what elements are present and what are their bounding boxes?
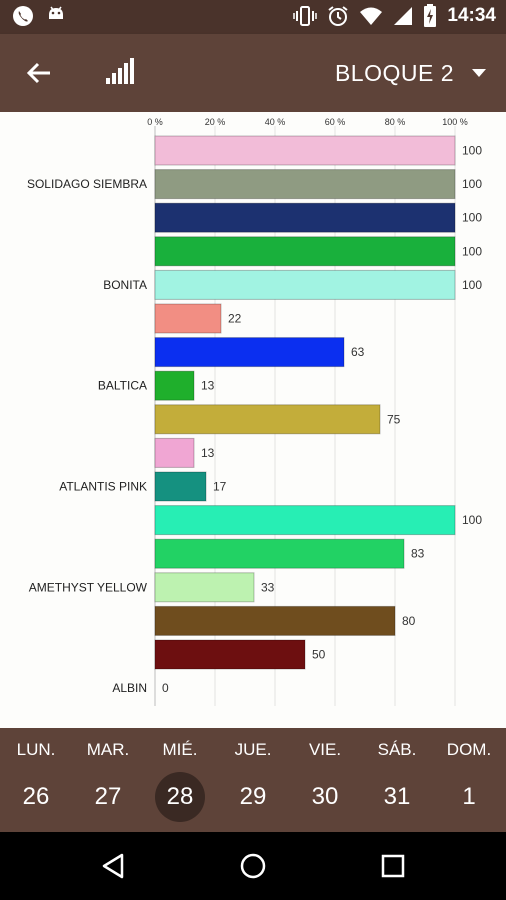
bar [154,404,381,435]
day-number: 29 [239,783,267,810]
alarm-icon [328,6,348,26]
day-friday[interactable]: VIE. 30 [289,728,361,832]
bar-value-label: 22 [228,312,242,326]
bar [154,572,255,603]
day-number-selected: 28 [155,772,205,822]
day-sunday[interactable]: DOM. 1 [433,728,505,832]
nav-home-button[interactable] [233,846,273,886]
x-tick-label: 100 % [442,117,468,127]
x-tick-label: 80 % [385,117,406,127]
back-button[interactable] [22,58,56,88]
day-name: VIE. [308,740,342,759]
day-number: 31 [383,783,411,810]
battery-charging-icon [424,4,437,27]
day-tuesday[interactable]: MAR. 27 [72,728,144,832]
chart-svg: 0 % 20 % 40 % 60 % 80 % 100 % 100 100 100 100 100 2… [27,117,482,706]
bar-value-label: 50 [312,648,326,662]
day-name: LUN. [16,740,56,759]
category-label: BONITA [103,278,147,292]
bar-value-label: 100 [462,144,482,158]
wifi-icon [360,7,383,25]
bar [154,605,396,636]
bar [154,303,222,334]
day-monday[interactable]: LUN. 26 [0,728,72,832]
bar-value-label: 100 [462,211,482,225]
phone-icon [13,6,33,26]
bar [154,202,456,233]
day-saturday[interactable]: SÁB. 31 [361,728,433,832]
category-label: ATLANTIS PINK [59,480,147,494]
status-bar: 14:34 [0,0,506,34]
bar-value-label: 0 [162,681,169,695]
day-wednesday[interactable]: MIÉ. 28 [144,728,216,832]
x-tick-label: 40 % [265,117,286,127]
bar [154,370,195,401]
day-number: 26 [22,783,50,810]
android-icon [49,6,63,19]
block-label: BLOQUE 2 [334,59,454,86]
nav-back-button[interactable] [93,846,133,886]
day-name: MAR. [86,740,130,759]
app-bar: BLOQUE 2 [0,34,506,112]
category-label: SOLIDAGO SIEMBRA [27,177,147,191]
day-name: MIÉ. [162,740,198,759]
x-tick-label: 60 % [325,117,346,127]
day-name: SÁB. [377,740,417,759]
category-label: BALTICA [98,379,147,393]
bar [154,169,456,200]
bar-value-label: 75 [387,412,401,426]
bar-value-label: 100 [462,513,482,527]
nav-back-icon [102,853,124,879]
day-name: JUE. [234,740,272,759]
bar-value-label: 63 [351,345,365,359]
bar [154,505,456,536]
day-number: 27 [94,783,122,810]
bar-value-label: 83 [411,547,425,561]
bar-value-label: 100 [462,278,482,292]
bar [154,437,195,468]
navigation-bar [0,832,506,900]
nav-home-icon [240,853,266,879]
bar [154,471,207,502]
stats-button[interactable] [104,56,138,88]
nav-recents-button[interactable] [373,846,413,886]
x-tick-label: 20 % [205,117,226,127]
bar-chart: 0 % 20 % 40 % 60 % 80 % 100 % 100 100 100 100 100 2… [0,112,506,728]
x-tick-label: 0 % [147,117,163,127]
block-selector[interactable]: BLOQUE 2 [335,56,486,90]
cell-signal-icon [394,7,413,25]
category-label: ALBIN [112,681,147,695]
bar-value-label: 13 [201,379,215,393]
day-number: 1 [462,783,476,810]
bar [154,639,306,670]
bar-value-label: 100 [462,244,482,258]
day-number: 30 [311,783,339,810]
arrow-back-icon [26,62,50,84]
bar-value-label: 80 [402,614,416,628]
bar [154,269,456,300]
bar-value-label: 33 [261,580,275,594]
day-thursday[interactable]: JUE. 29 [217,728,289,832]
bar-value-label: 17 [213,480,227,494]
bar [154,236,456,267]
vibrate-icon [293,6,318,26]
bar [154,538,405,569]
day-name: DOM. [446,740,492,759]
week-calendar: LUN. 26 MAR. 27 MIÉ. 28 JUE. 29 VIE. 30 … [0,728,506,832]
bar-value-label: 100 [462,177,482,191]
status-time: 14:34 [447,5,496,26]
dropdown-arrow-icon [472,69,486,77]
bar-value-label: 13 [201,446,215,460]
bar [154,337,345,368]
bar [154,135,456,166]
nav-recents-icon [381,854,405,878]
signal-bars-icon [106,58,134,84]
category-label: AMETHYST YELLOW [29,580,148,594]
